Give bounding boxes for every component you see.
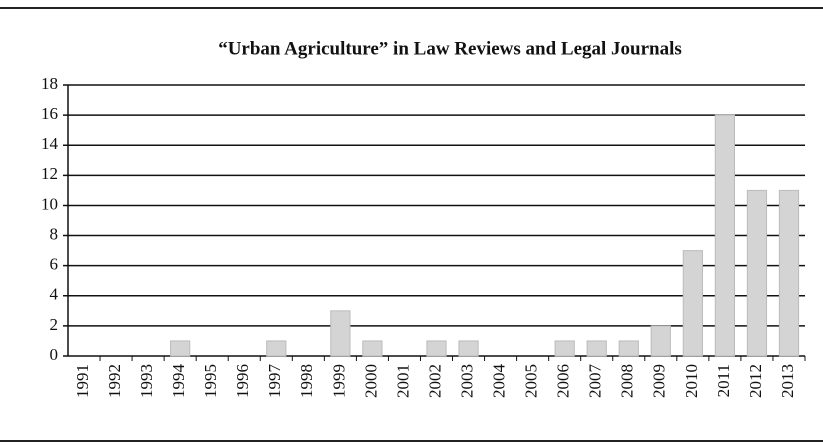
x-tick-label: 2011 <box>714 364 733 397</box>
x-tick-label: 1997 <box>265 364 284 399</box>
bar <box>426 340 447 357</box>
bar <box>778 189 800 357</box>
y-tick-label: 12 <box>41 164 58 183</box>
y-tick-label: 14 <box>41 134 59 153</box>
bar <box>746 189 768 357</box>
x-tick-label: 2001 <box>393 364 412 398</box>
x-tick-label: 2002 <box>425 364 444 398</box>
bar <box>458 340 479 357</box>
x-tick-label: 2008 <box>618 364 637 398</box>
x-tick-label: 2013 <box>778 364 797 398</box>
bar <box>266 340 287 357</box>
x-tick-label: 2006 <box>554 364 573 398</box>
bar <box>330 310 351 357</box>
x-tick-label: 1993 <box>137 364 156 398</box>
bar <box>714 114 736 357</box>
x-tick-label: 1992 <box>105 364 124 398</box>
x-tick-label: 2012 <box>746 364 765 398</box>
x-tick-label: 2004 <box>489 364 508 399</box>
y-tick-label: 0 <box>50 345 59 364</box>
y-tick-label: 10 <box>41 194 58 213</box>
bar <box>586 340 607 357</box>
x-tick-label: 1999 <box>329 364 348 398</box>
bar <box>682 250 703 357</box>
x-tick-label: 2007 <box>586 364 605 399</box>
bar <box>362 340 383 357</box>
chart-title: “Urban Agriculture” in Law Reviews and L… <box>218 38 682 59</box>
y-tick-label: 16 <box>41 104 58 123</box>
bar <box>554 340 575 357</box>
x-tick-label: 1994 <box>169 364 188 399</box>
x-tick-label: 2010 <box>682 364 701 398</box>
x-tick-label: 2009 <box>650 364 669 398</box>
bar <box>650 325 671 357</box>
y-tick-label: 8 <box>50 224 59 243</box>
y-tick-label: 4 <box>50 285 59 304</box>
y-tick-label: 2 <box>50 315 59 334</box>
x-tick-label: 1995 <box>201 364 220 398</box>
x-tick-label: 2003 <box>457 364 476 398</box>
x-tick-label: 1998 <box>297 364 316 398</box>
x-tick-label: 2005 <box>522 364 541 398</box>
x-tick-label: 1996 <box>233 364 252 398</box>
x-tick-label: 1991 <box>73 364 92 398</box>
bar <box>618 340 639 357</box>
y-tick-label: 18 <box>41 74 58 93</box>
bar <box>170 340 191 357</box>
y-tick-label: 6 <box>50 255 59 274</box>
x-tick-label: 2000 <box>361 364 380 398</box>
